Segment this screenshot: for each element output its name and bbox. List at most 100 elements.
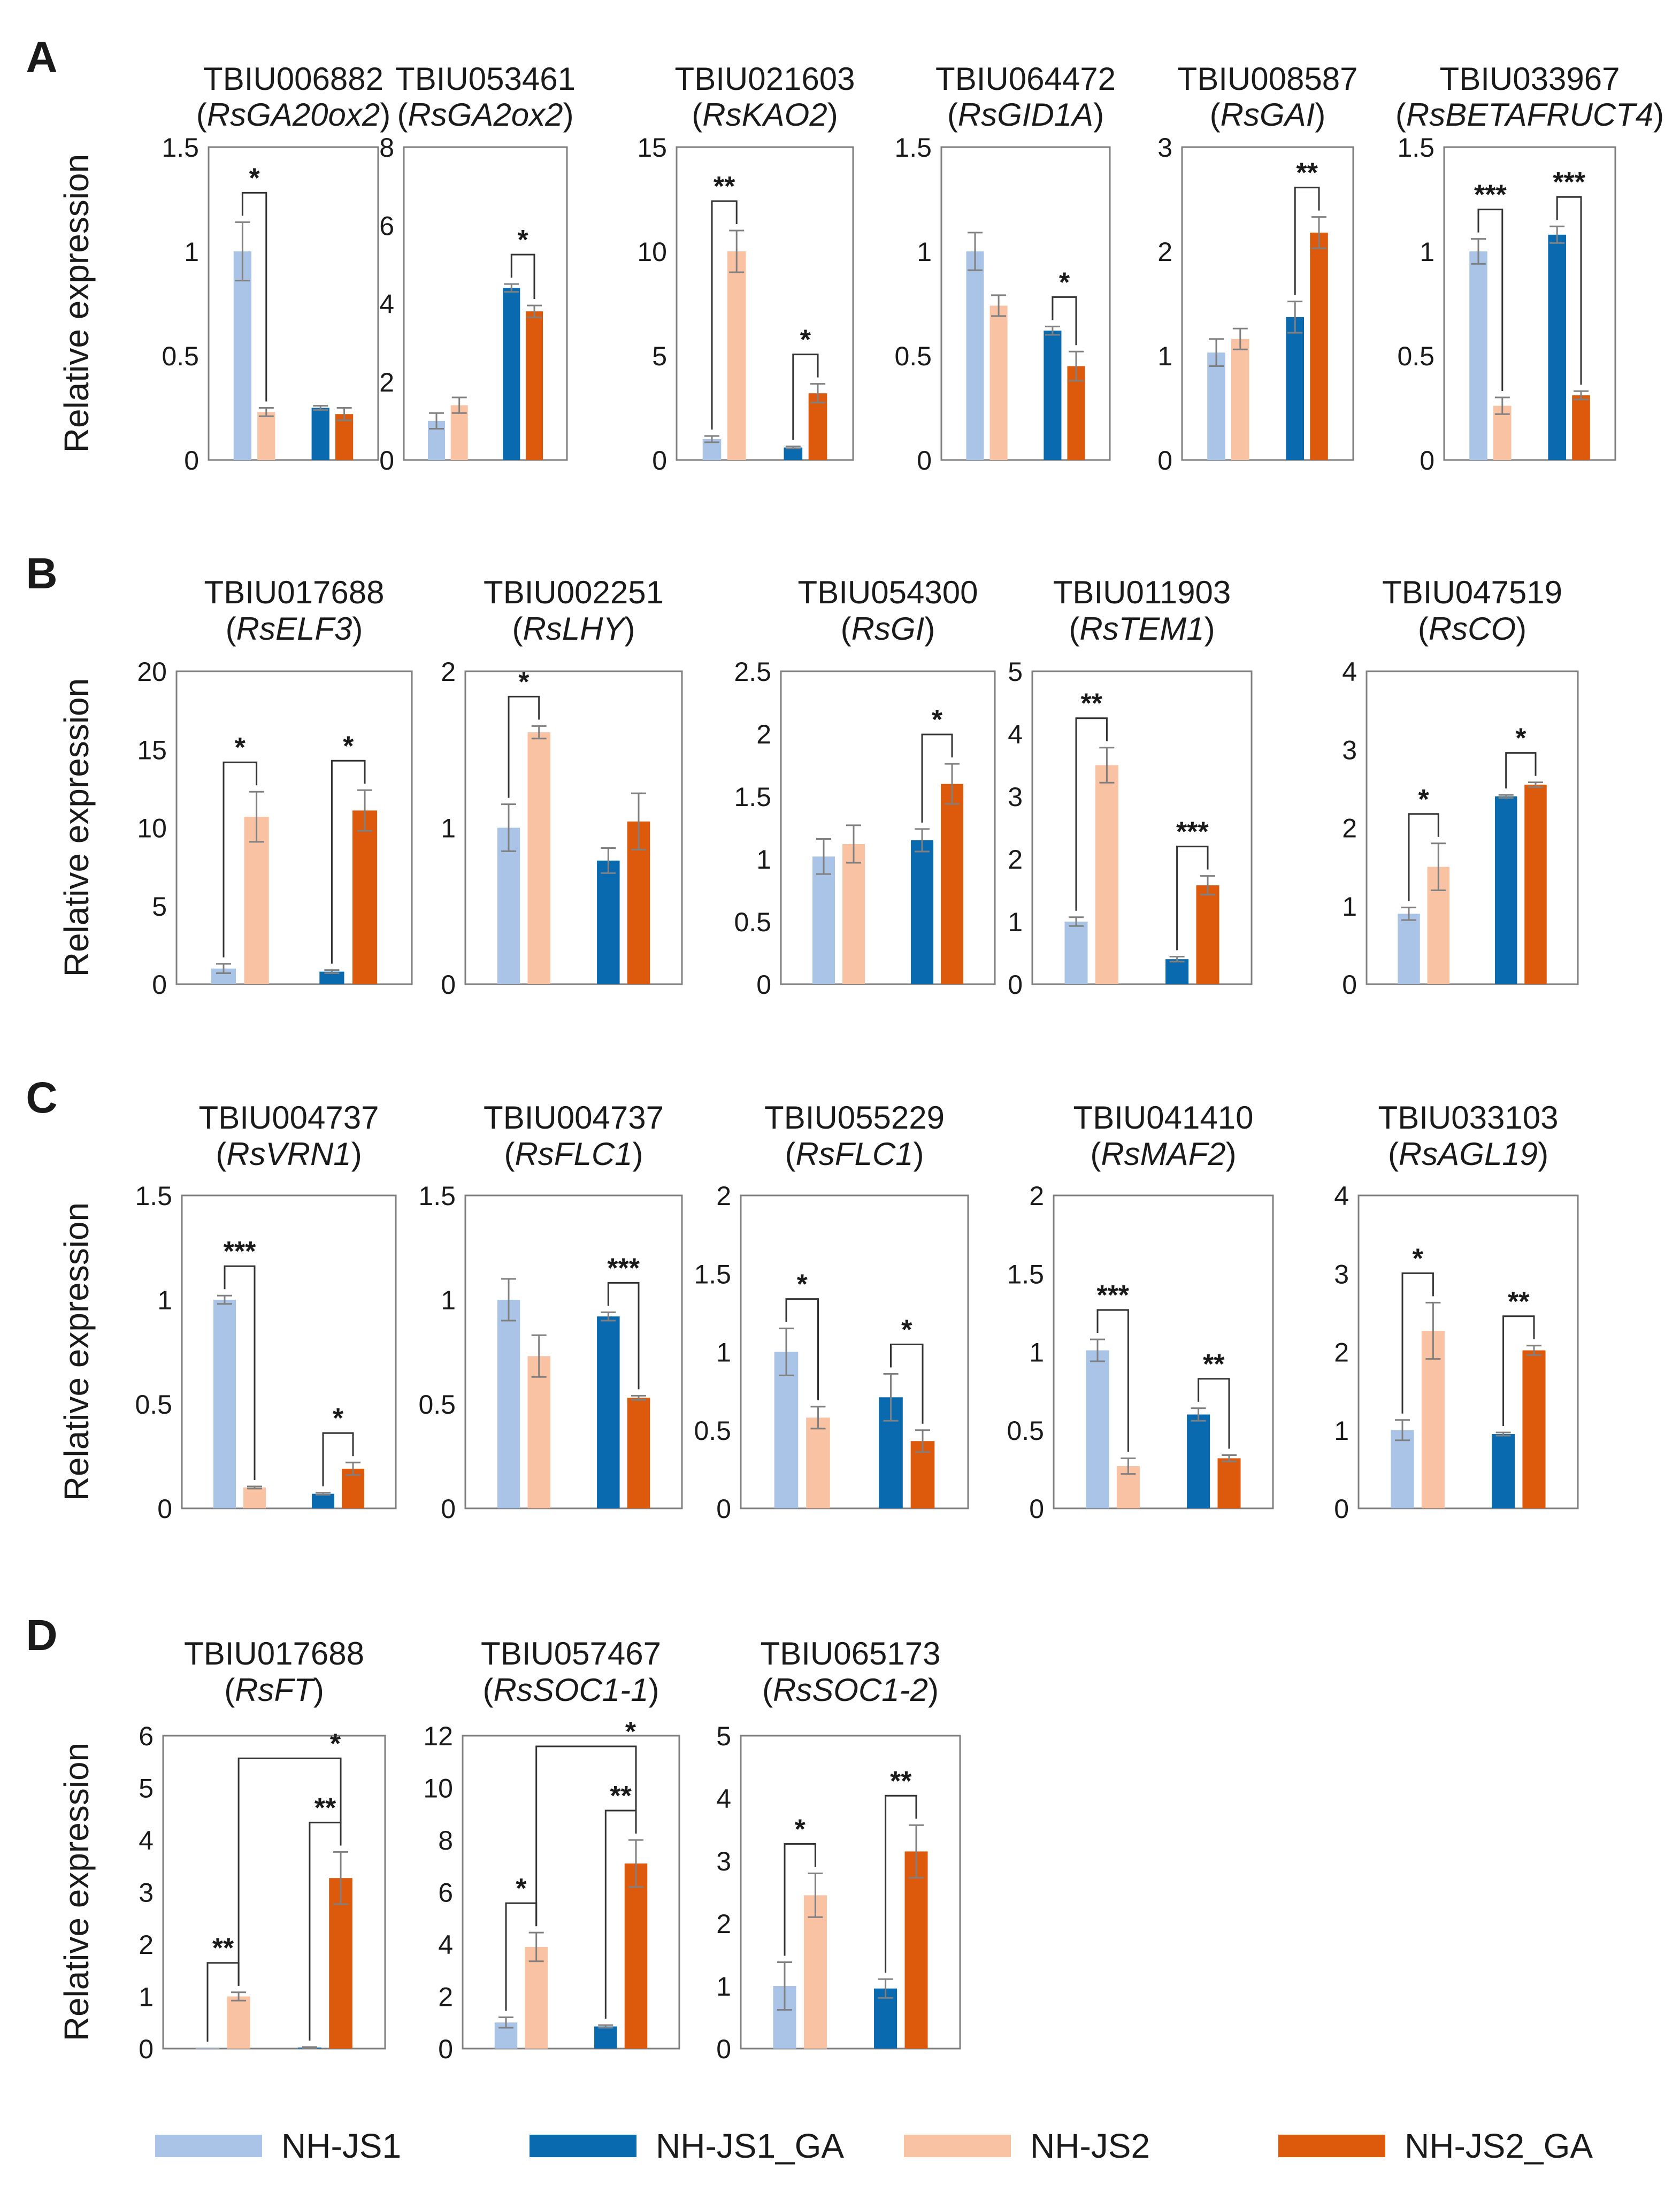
chart-a5-sig-label-0: ** bbox=[1296, 158, 1318, 189]
chart-d1-bar-nh-js1 bbox=[196, 2048, 219, 2049]
chart-b1-ytick-3: 15 bbox=[137, 735, 167, 765]
chart-b5-sig-bracket-1 bbox=[1505, 752, 1537, 789]
legend-label-nh-js2: NH-JS2 bbox=[1030, 2127, 1150, 2165]
chart-b5-ytick-0: 0 bbox=[1342, 970, 1357, 1000]
chart-b2-sig-label-0: * bbox=[518, 666, 530, 697]
chart-a2-sig-label-0: * bbox=[518, 225, 529, 256]
chart-d3-sig-label-1: ** bbox=[890, 1766, 912, 1797]
chart-d1-ytick-5: 5 bbox=[139, 1774, 154, 1804]
chart-b2-ytick-0: 0 bbox=[441, 970, 456, 1000]
chart-c5-title: TBIU033103 bbox=[1378, 1100, 1559, 1136]
chart-d3-ytick-4: 4 bbox=[716, 1784, 731, 1814]
chart-c4-sig-bracket-0 bbox=[1096, 1309, 1129, 1452]
chart-a1-bar-nh-js2 bbox=[257, 412, 275, 460]
chart-b4-sig-bracket-0 bbox=[1075, 717, 1108, 911]
chart-d2-subtitle: (RsSOC1-1) bbox=[482, 1672, 659, 1708]
chart-c1-sig-bracket-1 bbox=[322, 1432, 354, 1486]
chart-d1-ytick-2: 2 bbox=[139, 1930, 154, 1960]
chart-a4-title: TBIU064472 bbox=[935, 61, 1116, 97]
chart-d2-ytick-2: 4 bbox=[438, 1930, 453, 1960]
chart-c1-sig-bracket-0 bbox=[224, 1265, 256, 1481]
chart-a5-bar-nh-js1 bbox=[1207, 352, 1225, 460]
chart-a5-subtitle: (RsGAI) bbox=[1210, 97, 1326, 133]
chart-d2-ytick-6: 12 bbox=[423, 1721, 453, 1751]
chart-a6-title: TBIU033967 bbox=[1440, 61, 1620, 97]
chart-d1-sig-label-1: ** bbox=[314, 1792, 336, 1823]
chart-a6-frame bbox=[1443, 146, 1616, 461]
chart-b3-ytick-0: 0 bbox=[756, 970, 771, 1000]
chart-c3-subtitle: (RsFLC1) bbox=[785, 1136, 924, 1172]
chart-b2-title: TBIU002251 bbox=[484, 574, 664, 610]
chart-c1-ytick-2: 1 bbox=[157, 1285, 172, 1315]
panel-letter-d: D bbox=[26, 1611, 57, 1660]
chart-c1-sig-label-0: *** bbox=[224, 1236, 256, 1267]
chart-a5-ytick-0: 0 bbox=[1157, 446, 1172, 476]
chart-c1-title: TBIU004737 bbox=[199, 1100, 379, 1136]
y-axis-label-c: Relative expression bbox=[57, 1202, 96, 1501]
chart-a6-subtitle: (RsBETAFRUCT4) bbox=[1395, 97, 1664, 133]
chart-b4-ytick-2: 2 bbox=[1008, 845, 1023, 875]
chart-a5-bar-nh-js1-ga bbox=[1286, 317, 1304, 460]
chart-d2-sig-bracket-2 bbox=[535, 1745, 637, 1927]
chart-c5-ytick-1: 1 bbox=[1334, 1416, 1349, 1446]
chart-c5-frame bbox=[1357, 1194, 1579, 1509]
chart-b4-sig-label-1: *** bbox=[1176, 817, 1209, 848]
chart-a3-sig-label-1: * bbox=[800, 325, 811, 356]
chart-c5-sig-bracket-0 bbox=[1401, 1272, 1434, 1414]
chart-b5-ytick-1: 1 bbox=[1342, 892, 1357, 922]
chart-a6-ytick-0: 0 bbox=[1420, 446, 1434, 476]
chart-c3-sig-label-1: * bbox=[901, 1314, 912, 1345]
chart-a6-ytick-1: 0.5 bbox=[1397, 341, 1434, 371]
chart-d2-ytick-0: 0 bbox=[438, 2034, 453, 2064]
chart-d1-ytick-4: 4 bbox=[139, 1826, 154, 1855]
legend-label-nh-js1: NH-JS1 bbox=[281, 2127, 402, 2165]
chart-a1-ytick-0: 0 bbox=[184, 446, 199, 476]
chart-c4-sig-label-0: *** bbox=[1096, 1280, 1129, 1311]
chart-b1-sig-label-1: * bbox=[343, 731, 354, 762]
chart-c4-sig-bracket-1 bbox=[1198, 1378, 1230, 1449]
chart-b4-sig-bracket-1 bbox=[1176, 846, 1209, 950]
chart-d2-sig-label-1: ** bbox=[610, 1781, 632, 1812]
chart-a2-bar-nh-js2 bbox=[450, 405, 468, 460]
chart-c4-bar-nh-js2-ga bbox=[1217, 1458, 1241, 1508]
chart-a3-frame bbox=[676, 146, 854, 461]
chart-d2-ytick-3: 6 bbox=[438, 1878, 453, 1908]
chart-b1-sig-bracket-0 bbox=[223, 761, 258, 957]
chart-d2-bar-nh-js1-ga bbox=[594, 2026, 617, 2049]
chart-a4-frame bbox=[940, 146, 1111, 461]
panel-letter-a: A bbox=[26, 33, 57, 82]
chart-d2-title: TBIU057467 bbox=[481, 1636, 661, 1671]
chart-c5-ytick-4: 4 bbox=[1334, 1181, 1349, 1211]
chart-b5-sig-bracket-0 bbox=[1408, 813, 1439, 901]
chart-c4-ytick-1: 0.5 bbox=[1007, 1416, 1044, 1446]
chart-c4-bar-nh-js1-ga bbox=[1187, 1414, 1210, 1508]
chart-b4-sig-label-0: ** bbox=[1080, 688, 1102, 719]
chart-a1-bar-nh-js2-ga bbox=[335, 414, 354, 460]
chart-c4-bar-nh-js1 bbox=[1086, 1350, 1109, 1508]
chart-a3-sig-bracket-1 bbox=[792, 354, 819, 440]
chart-a4-bar-nh-js2 bbox=[989, 305, 1008, 460]
chart-d3-sig-label-0: * bbox=[795, 1814, 806, 1845]
chart-b3-subtitle: (RsGI) bbox=[841, 611, 935, 647]
chart-c5-bar-nh-js2 bbox=[1421, 1331, 1445, 1508]
chart-d1-subtitle: (RsFT) bbox=[224, 1672, 324, 1708]
chart-a4-ytick-3: 1.5 bbox=[894, 133, 932, 163]
chart-a1-ytick-1: 0.5 bbox=[162, 341, 199, 371]
chart-c4-subtitle: (RsMAF2) bbox=[1090, 1136, 1236, 1172]
chart-b5-ytick-4: 4 bbox=[1342, 657, 1357, 687]
chart-a6-sig-bracket-0 bbox=[1477, 209, 1503, 391]
chart-c3-title: TBIU055229 bbox=[764, 1100, 945, 1136]
chart-c5-ytick-2: 2 bbox=[1334, 1338, 1349, 1368]
chart-a2-ytick-0: 0 bbox=[379, 446, 394, 476]
chart-a2-bar-nh-js2-ga bbox=[525, 311, 543, 460]
chart-d3-frame bbox=[740, 1735, 961, 2050]
chart-a5-title: TBIU008587 bbox=[1178, 61, 1358, 97]
chart-b2-bar-nh-js2 bbox=[527, 732, 550, 984]
chart-b1-ytick-0: 0 bbox=[152, 970, 167, 1000]
chart-b5-bar-nh-js1-ga bbox=[1494, 796, 1517, 984]
chart-b2-bar-nh-js1 bbox=[497, 827, 520, 984]
chart-b1-frame bbox=[175, 670, 413, 985]
chart-b5-ytick-3: 3 bbox=[1342, 735, 1357, 765]
chart-b1-bar-nh-js1-ga bbox=[319, 971, 344, 984]
